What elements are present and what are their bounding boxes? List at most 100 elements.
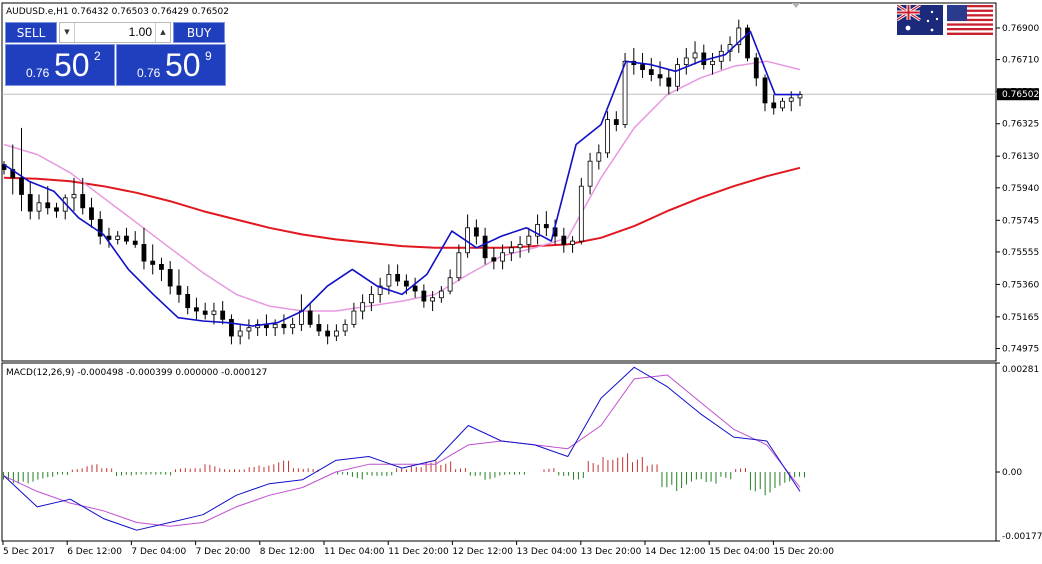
x-tick-label: 12 Dec 12:00 [452,547,513,557]
y-tick-label: 0.76130 [1002,152,1039,162]
candle-body [351,310,357,325]
candle-body [360,302,366,312]
y-tick-label: 0.74975 [1002,345,1039,355]
candle-body [89,207,94,220]
sell-price-pips: 50 [54,47,90,83]
lot-increase-icon[interactable]: ▲ [155,23,170,42]
candle-body [430,297,436,302]
candle-body [97,219,103,237]
lot-decrease-icon[interactable]: ▼ [60,23,75,42]
candle-body [753,57,759,79]
x-tick-label: 6 Dec 12:00 [67,547,122,557]
macd-signal-line [3,374,801,527]
buy-price-box[interactable]: 0.76 50 9 [116,44,226,86]
candle-body [80,194,86,209]
macd-y-tick-label: -0.001778 [1002,532,1042,542]
candle-body [281,323,287,329]
candle-body [543,224,549,229]
candle-body [368,293,374,304]
candle-body [762,77,768,104]
sell-price-box[interactable]: 0.76 50 2 [5,44,115,86]
sell-button[interactable]: SELL [5,22,57,43]
usa-flag-icon [947,5,993,35]
candle-body [517,244,523,249]
candle-body [780,100,785,109]
candle-body [648,69,654,76]
candle-body [421,290,427,302]
macd-main-line [3,366,801,531]
candle-body [683,57,689,66]
candle-body [132,240,138,245]
y-tick-label: 0.76900 [1002,24,1039,34]
candle-body [622,60,628,125]
y-tick-label: 0.75360 [1002,280,1039,290]
y-tick-label: 0.76710 [1002,56,1039,66]
chart-shift-icon[interactable] [792,3,800,8]
candle-body [701,52,707,66]
candle-body [106,235,112,240]
candle-body [290,323,296,329]
candle-body [202,310,208,315]
candle-body [403,280,409,287]
candle-body [710,60,715,66]
candle-body [316,323,322,332]
y-tick-label: 0.75940 [1002,184,1039,194]
ma-medium-line [3,60,801,312]
x-tick-label: 11 Dec 20:00 [388,547,449,557]
candle-body [159,264,164,270]
candle-body [491,257,497,262]
x-tick-label: 13 Dec 04:00 [517,547,578,557]
x-tick-label: 13 Dec 20:00 [581,547,642,557]
candle-body [482,235,488,259]
candle-body [27,194,33,212]
candle-body [342,323,348,332]
candle-body [675,64,680,87]
symbol-header: AUDUSD.e,H1 0.76432 0.76503 0.76429 0.76… [6,7,229,17]
candle-body [745,27,750,59]
candle-body [19,177,24,195]
australia-flag-icon [897,5,943,35]
ma-slow-line [3,166,801,249]
one-click-trading-panel: SELL ▼ 1.00 ▲ BUY 0.76 50 2 0.76 50 9 [5,22,226,86]
x-tick-label: 5 Dec 2017 [3,547,55,557]
buy-price-fraction: 9 [205,49,212,63]
candle-body [246,327,252,332]
candle-body [561,235,567,245]
candle-body [412,285,418,292]
candle-body [325,330,331,337]
candle-body [500,252,505,262]
sell-price-fraction: 2 [94,49,101,63]
candle-body [788,97,794,102]
x-tick-label: 7 Dec 20:00 [196,547,251,557]
y-tick-label: 0.75555 [1002,248,1039,258]
candle-body [45,202,51,209]
y-tick-label: 0.75745 [1002,216,1039,226]
x-tick-label: 15 Dec 04:00 [709,547,770,557]
candle-body [194,307,199,312]
candle-body [386,274,392,287]
candle-body [141,244,147,262]
lot-size-stepper[interactable]: ▼ 1.00 ▲ [59,22,171,43]
current-price-tag [997,88,1039,101]
macd-plot-area [1,362,997,542]
candle-body [176,285,182,295]
candle-body [587,160,593,187]
x-tick-label: 7 Dec 04:00 [131,547,186,557]
macd-y-tick-label: 0.00 [1002,468,1022,478]
candle-body [71,194,77,199]
candle-body [736,27,742,46]
candle-body [220,310,226,320]
candle-body [613,119,619,125]
buy-button[interactable]: BUY [173,22,225,43]
lot-size-input[interactable]: 1.00 [128,25,152,39]
candle-body [640,64,645,71]
candle-body [771,102,777,109]
candle-body [395,274,401,282]
candle-body [185,293,191,309]
buy-price-pips: 50 [165,47,201,83]
y-tick-label: 0.75165 [1002,313,1039,323]
candle-body [473,227,479,237]
candle-body [692,52,698,59]
candle-body [333,330,339,337]
